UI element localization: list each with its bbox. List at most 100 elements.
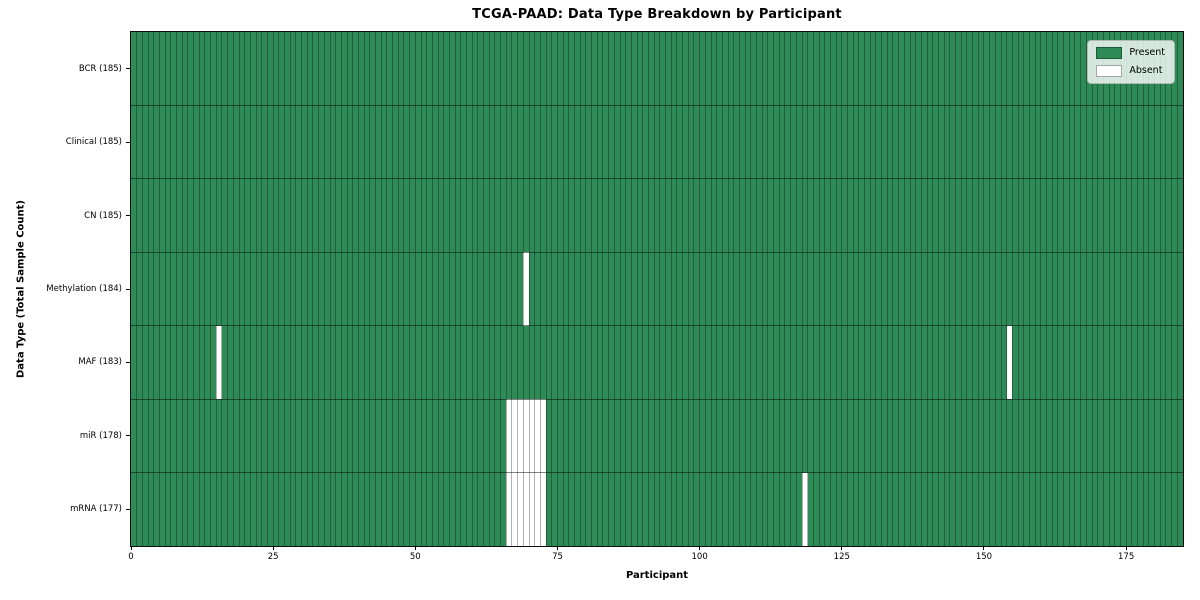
bar-edge	[1017, 32, 1019, 546]
bar-edge	[920, 32, 922, 546]
bar-edge	[983, 32, 985, 546]
bar-edge	[141, 32, 143, 546]
bar-edge	[295, 32, 297, 546]
absent-cell-mRNA-69	[523, 472, 530, 546]
bar-edge	[955, 32, 957, 546]
absent-cell-miR-72	[540, 399, 547, 473]
y-tick-label-mRNA: mRNA (177)	[70, 504, 122, 515]
bar-edge	[704, 32, 706, 546]
bar-edge	[949, 32, 951, 546]
bar-edge	[926, 32, 928, 546]
bar-edge	[943, 32, 945, 546]
bar-edge	[773, 32, 775, 546]
bar-edge	[687, 32, 689, 546]
absent-cell-mRNA-71	[534, 472, 541, 546]
bar-edge	[1125, 32, 1127, 546]
bar-edge	[778, 32, 780, 546]
bar-edge	[340, 32, 342, 546]
bar-edge	[699, 32, 701, 546]
bar-edge	[835, 32, 837, 546]
bar-edge	[238, 32, 240, 546]
bar-edge	[551, 32, 553, 546]
bar-edge	[187, 32, 189, 546]
bar-edge	[818, 32, 820, 546]
absent-cell-mRNA-70	[529, 472, 535, 546]
bar-edge	[545, 32, 547, 546]
bar-edge	[1102, 32, 1104, 546]
bar-edge	[249, 32, 251, 546]
bar-edge	[255, 32, 257, 546]
bar-edge	[175, 32, 177, 546]
bar-edge	[596, 32, 598, 546]
bar-edge	[244, 32, 246, 546]
bar-edge	[1119, 32, 1121, 546]
row-separator	[131, 251, 1183, 253]
legend: Present Absent	[1087, 40, 1175, 84]
bar-edge	[352, 32, 354, 546]
bar-edge	[989, 32, 991, 546]
legend-present-label: Present	[1129, 47, 1165, 59]
bar-edge	[380, 32, 382, 546]
bar-edge	[261, 32, 263, 546]
bar-edge	[1057, 32, 1059, 546]
x-tick-0	[130, 546, 132, 550]
bar-edge	[795, 32, 797, 546]
absent-cell-MAF-15	[216, 325, 222, 400]
bar-edge	[534, 32, 536, 546]
bar-edge	[210, 32, 212, 546]
bar-edge	[602, 32, 604, 546]
bar-edge	[329, 32, 331, 546]
bar-edge	[869, 32, 871, 546]
bar-edge	[756, 32, 757, 546]
bar-edge	[1046, 32, 1048, 546]
x-tick-label-175: 175	[1118, 552, 1135, 562]
bar-edge	[386, 32, 388, 546]
absent-cell-miR-69	[523, 399, 530, 473]
y-tick-label-Methylation: Methylation (184)	[46, 284, 122, 294]
x-tick-label-75: 75	[552, 552, 563, 562]
bar-edge	[1068, 32, 1070, 546]
bar-edge	[1131, 32, 1133, 546]
y-tick-label-BCR: BCR (185)	[78, 63, 122, 74]
bar-edge	[414, 32, 416, 546]
bar-edge	[1063, 32, 1065, 546]
bar-edge	[426, 32, 428, 546]
bar-edge	[682, 32, 684, 546]
absent-cell-mRNA-118	[802, 472, 808, 546]
bar-edge	[898, 32, 900, 546]
bar-edge	[505, 32, 507, 546]
bar-edge	[1080, 32, 1082, 546]
bar-edge	[710, 32, 712, 546]
bar-edge	[1154, 32, 1156, 546]
bar-edge	[1165, 32, 1167, 546]
x-tick-label-150: 150	[975, 552, 993, 562]
bar-edge	[1108, 32, 1110, 546]
bar-edge	[409, 32, 411, 546]
bar-edge	[1114, 32, 1116, 546]
y-tick-label-Clinical: Clinical (185)	[65, 137, 122, 148]
bar-edge	[335, 32, 337, 546]
bar-edge	[517, 32, 519, 546]
bar-edge	[807, 32, 809, 546]
bar-edge	[312, 32, 314, 546]
bar-edge	[716, 32, 718, 546]
bar-edge	[636, 32, 638, 546]
bar-edge	[375, 32, 377, 546]
bar-edge	[727, 32, 729, 546]
bar-edge	[824, 32, 826, 546]
y-tick-MAF	[126, 361, 131, 363]
legend-absent-label: Absent	[1129, 65, 1163, 77]
row-separator	[131, 398, 1183, 400]
bar-edge	[642, 32, 644, 546]
absent-cell-Methylation-69	[523, 252, 530, 326]
bar-edge	[147, 32, 149, 546]
bar-edge	[613, 32, 615, 546]
bar-edge	[488, 32, 490, 546]
bar-edge	[829, 32, 831, 546]
bar-edge	[528, 32, 530, 546]
bar-edge	[289, 32, 291, 546]
bar-edge	[1171, 32, 1173, 546]
absent-cell-MAF-154	[1006, 325, 1013, 400]
row-separator	[131, 472, 1183, 474]
